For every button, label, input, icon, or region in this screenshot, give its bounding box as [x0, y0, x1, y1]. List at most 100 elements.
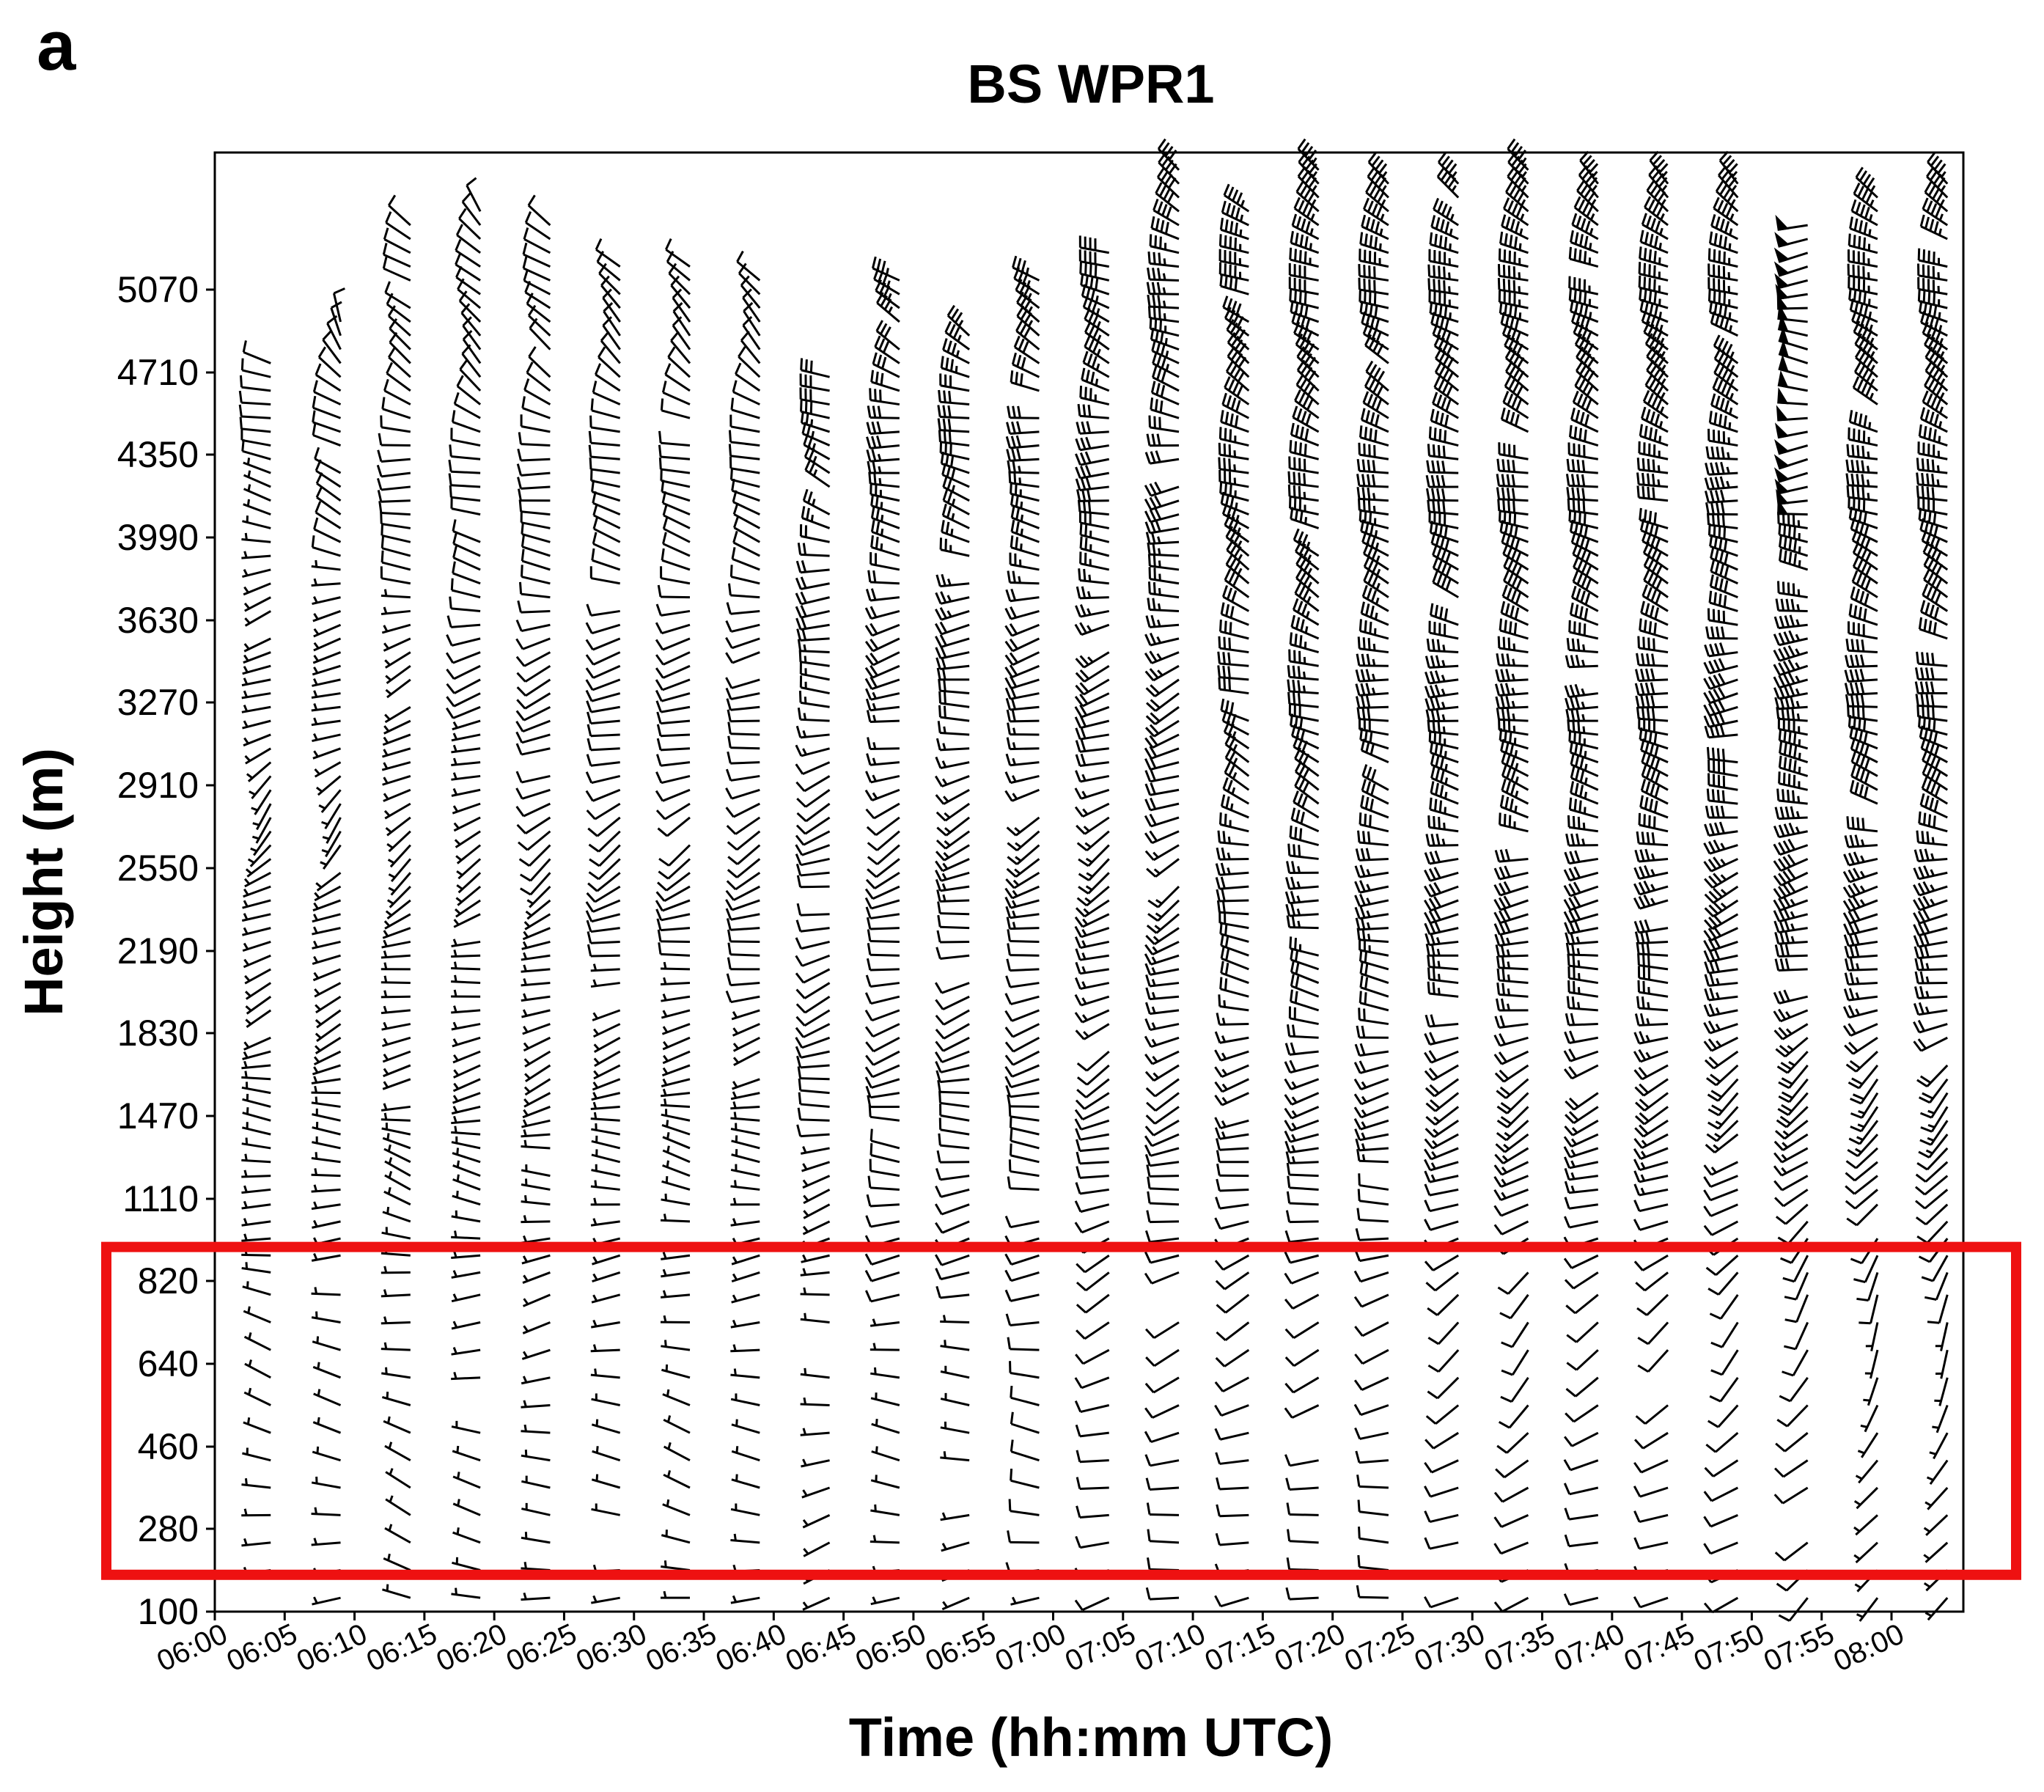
- wind-barb: [655, 899, 691, 912]
- wind-barb: [1214, 1376, 1250, 1392]
- wind-barb: [800, 1287, 830, 1296]
- wind-barb: [729, 565, 760, 585]
- wind-barb: [864, 676, 900, 691]
- wind-barb: [1365, 360, 1389, 392]
- wind-barb: [1076, 1271, 1110, 1292]
- wind-barb: [1500, 407, 1529, 433]
- wind-barb: [1779, 1376, 1809, 1403]
- wind-barb: [797, 707, 830, 722]
- wind-barb: [1223, 720, 1250, 750]
- wind-barb: [1703, 686, 1738, 705]
- wind-barb: [586, 603, 620, 617]
- wind-barb: [1853, 1514, 1878, 1536]
- wind-barb: [1775, 283, 1808, 300]
- wind-barb: [381, 623, 411, 634]
- wind-barb: [656, 711, 691, 725]
- wind-barb: [1076, 885, 1110, 907]
- wind-barb: [1424, 1120, 1460, 1138]
- wind-barb: [1570, 765, 1599, 791]
- wind-barb: [655, 651, 691, 666]
- wind-barb: [446, 664, 481, 680]
- wind-barb: [731, 1135, 760, 1150]
- wind-barb: [241, 1262, 271, 1274]
- wind-barb: [1568, 288, 1599, 309]
- x-tick-label: 07:40: [1549, 1617, 1629, 1678]
- wind-barb: [1916, 651, 1948, 667]
- x-tick-label: 07:35: [1479, 1617, 1559, 1678]
- wind-barb: [1918, 715, 1948, 736]
- wind-barb: [725, 620, 760, 633]
- wind-barb: [1914, 985, 1948, 999]
- wind-barb: [376, 464, 411, 478]
- wind-barb: [1354, 1348, 1389, 1365]
- wind-barb: [586, 711, 620, 725]
- wind-barb: [795, 744, 830, 757]
- wind-barb: [518, 581, 551, 599]
- wind-barb: [321, 803, 342, 830]
- wind-barb: [590, 1218, 620, 1227]
- wind-barb: [522, 927, 551, 941]
- wind-barb: [795, 982, 831, 999]
- wind-barb: [521, 548, 551, 571]
- wind-barb: [521, 1400, 551, 1409]
- wind-barb: [1913, 933, 1948, 948]
- wind-barb: [521, 1009, 551, 1018]
- wind-barb: [729, 456, 760, 474]
- wind-barb: [1217, 665, 1249, 681]
- wind-barb: [1424, 867, 1459, 882]
- wind-barb: [377, 490, 411, 503]
- wind-barb: [1075, 436, 1109, 452]
- wind-barb: [1865, 1322, 1879, 1351]
- wind-barb: [1703, 840, 1738, 855]
- wind-barb: [242, 1093, 271, 1108]
- wind-barb: [1225, 360, 1250, 392]
- wind-barb: [1493, 1486, 1529, 1503]
- wind-barb: [942, 475, 970, 502]
- wind-barb: [655, 771, 691, 785]
- wind-barb: [1433, 197, 1460, 227]
- wind-barb: [382, 257, 411, 282]
- wind-barb: [870, 520, 900, 543]
- wind-barb: [451, 939, 481, 947]
- wind-barb: [1152, 198, 1180, 227]
- wind-barb: [1215, 862, 1249, 876]
- wind-barb: [1848, 233, 1878, 254]
- wind-barb: [388, 872, 411, 896]
- wind-barb: [1704, 476, 1738, 491]
- wind-barb: [1634, 1013, 1669, 1027]
- wind-barb: [1432, 570, 1459, 598]
- wind-barb: [387, 194, 411, 227]
- wind-barb: [662, 1145, 691, 1164]
- wind-barb: [312, 1362, 342, 1379]
- wind-barb: [384, 1524, 411, 1544]
- wind-barb: [1776, 405, 1808, 422]
- wind-barb: [1776, 293, 1808, 310]
- wind-barb: [589, 566, 620, 585]
- wind-barb: [1774, 422, 1808, 439]
- wind-barb: [1570, 752, 1599, 777]
- wind-barb: [1224, 732, 1250, 763]
- wind-barb: [1845, 1051, 1878, 1073]
- wind-barb: [239, 416, 271, 433]
- wind-barb: [591, 1092, 621, 1101]
- wind-barb: [241, 1082, 271, 1095]
- wind-barb: [1567, 953, 1598, 971]
- wind-barb: [385, 678, 411, 699]
- wind-barb: [1288, 703, 1319, 722]
- wind-barb: [1843, 851, 1878, 867]
- wind-barb: [1007, 460, 1040, 474]
- wind-barb: [727, 929, 760, 943]
- wind-barb: [662, 1160, 691, 1178]
- wind-barb: [657, 816, 691, 837]
- wind-barb: [1639, 507, 1669, 529]
- wind-barb: [1709, 574, 1738, 599]
- wind-barb: [732, 490, 760, 515]
- wind-barb: [1285, 1587, 1319, 1601]
- wind-barb: [795, 761, 831, 776]
- wind-barb: [1773, 1147, 1809, 1164]
- wind-barb: [1424, 1200, 1459, 1213]
- wind-barb: [1844, 682, 1878, 696]
- wind-barb: [1497, 1271, 1529, 1295]
- wind-barb: [1356, 486, 1389, 502]
- wind-barb: [935, 1220, 970, 1234]
